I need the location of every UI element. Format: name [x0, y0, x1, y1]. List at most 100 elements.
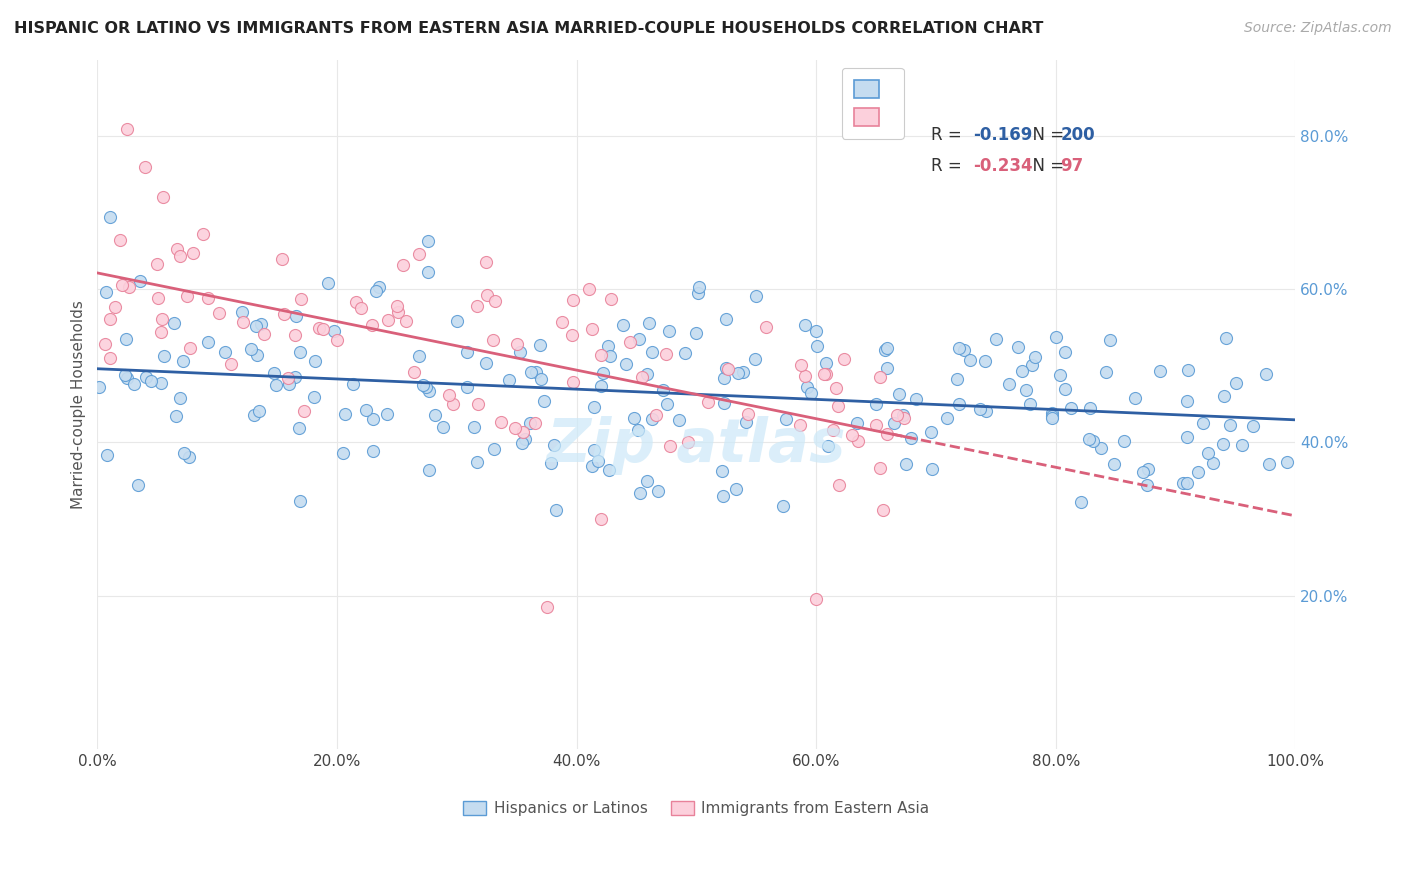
Point: [1040, 409, 1063, 424]
Point: [583, 401, 606, 415]
Point: [484, 293, 506, 308]
Point: [108, 233, 131, 247]
Point: [813, 368, 835, 382]
Point: [894, 457, 917, 471]
Point: [129, 274, 152, 288]
Point: [869, 370, 891, 384]
Point: [796, 380, 818, 394]
Point: [599, 293, 621, 307]
Point: [821, 423, 844, 437]
Point: [530, 372, 553, 386]
Point: [1197, 446, 1219, 460]
Point: [533, 393, 555, 408]
Point: [377, 313, 399, 327]
Point: [1081, 434, 1104, 448]
Point: [361, 444, 384, 458]
Point: [326, 333, 349, 347]
Point: [475, 356, 498, 370]
Point: [745, 289, 768, 303]
Point: [277, 371, 299, 385]
Point: [1021, 358, 1043, 372]
Point: [290, 494, 312, 508]
Point: [104, 300, 127, 314]
Text: R =: R =: [931, 157, 967, 175]
Point: [246, 348, 269, 362]
Point: [284, 328, 307, 343]
Point: [122, 377, 145, 392]
Point: [284, 309, 307, 323]
Point: [1015, 383, 1038, 397]
Point: [94, 285, 117, 299]
Point: [581, 322, 603, 336]
Point: [713, 396, 735, 410]
Point: [900, 431, 922, 445]
Point: [1054, 382, 1077, 396]
Point: [744, 352, 766, 367]
Text: R =: R =: [931, 126, 967, 145]
Point: [482, 333, 505, 347]
Point: [872, 503, 894, 517]
Point: [456, 379, 478, 393]
Point: [152, 190, 174, 204]
Point: [510, 436, 533, 450]
Point: [713, 370, 735, 384]
Point: [117, 121, 139, 136]
Point: [920, 425, 942, 440]
Point: [523, 416, 546, 430]
Text: HISPANIC OR LATINO VS IMMIGRANTS FROM EASTERN ASIA MARRIED-COUPLE HOUSEHOLDS COR: HISPANIC OR LATINO VS IMMIGRANTS FROM EA…: [14, 21, 1043, 36]
Point: [986, 332, 1008, 346]
Point: [263, 366, 285, 380]
Point: [197, 335, 219, 350]
Point: [592, 366, 614, 380]
Point: [1011, 364, 1033, 378]
Point: [793, 318, 815, 332]
Point: [551, 316, 574, 330]
Point: [139, 374, 162, 388]
Point: [273, 308, 295, 322]
Text: -0.169: -0.169: [973, 126, 1032, 145]
Point: [169, 391, 191, 405]
Point: [641, 345, 664, 359]
Point: [288, 421, 311, 435]
Point: [1024, 350, 1046, 364]
Point: [1102, 458, 1125, 472]
Point: [948, 397, 970, 411]
Point: [387, 305, 409, 319]
Point: [1099, 333, 1122, 347]
Point: [641, 411, 664, 425]
Point: [467, 300, 489, 314]
Point: [887, 387, 910, 401]
Point: [561, 293, 583, 307]
Point: [418, 463, 440, 477]
Point: [1049, 368, 1071, 383]
Point: [266, 377, 288, 392]
Point: [456, 345, 478, 359]
Point: [1090, 442, 1112, 456]
Point: [1275, 454, 1298, 468]
Point: [869, 460, 891, 475]
Point: [969, 401, 991, 416]
Point: [806, 339, 828, 353]
Point: [658, 324, 681, 338]
Point: [368, 280, 391, 294]
Point: [503, 421, 526, 435]
Point: [245, 318, 267, 333]
Point: [463, 420, 485, 434]
Point: [1054, 344, 1077, 359]
Point: [1040, 406, 1063, 420]
Point: [921, 461, 943, 475]
Point: [214, 345, 236, 359]
Point: [271, 252, 294, 266]
Point: [828, 477, 851, 491]
Point: [177, 450, 200, 464]
Text: -0.234: -0.234: [973, 157, 1033, 175]
Point: [519, 416, 541, 430]
Point: [415, 380, 437, 394]
Point: [841, 427, 863, 442]
Point: [302, 390, 325, 404]
Point: [697, 394, 720, 409]
Point: [115, 332, 138, 346]
Point: [363, 412, 385, 426]
Point: [686, 286, 709, 301]
Point: [441, 397, 464, 411]
